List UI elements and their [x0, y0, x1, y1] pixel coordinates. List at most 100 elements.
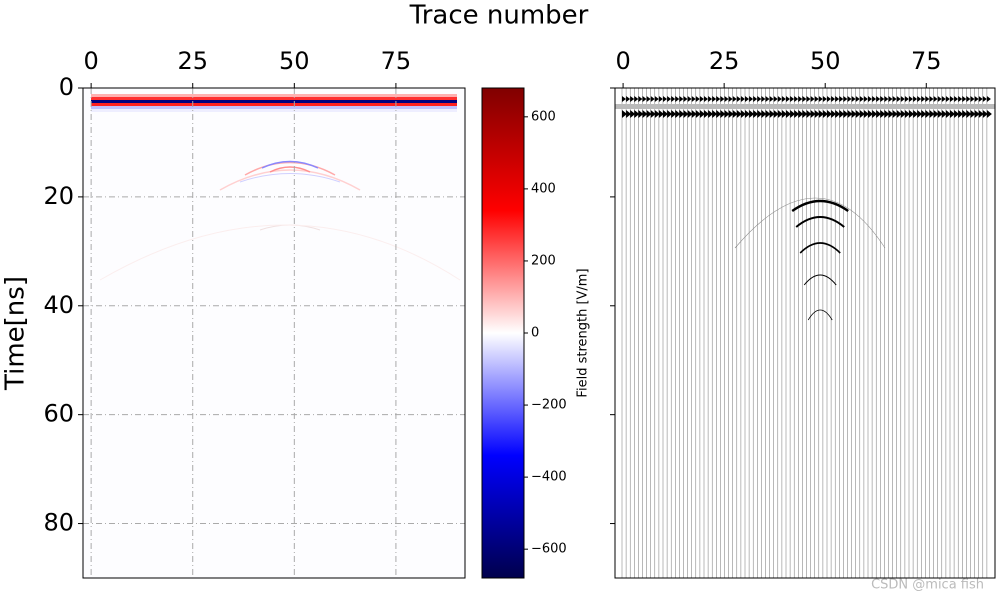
trace-wiggle [683, 96, 689, 118]
trace-wiggle [675, 96, 681, 118]
trace-wiggle [724, 96, 730, 118]
trace-wiggle [740, 96, 746, 118]
colorbar-tick-label: 200 [531, 253, 556, 268]
trace-wiggle [868, 96, 873, 118]
trace-wiggle [777, 96, 783, 118]
x-tick-label: 50 [810, 47, 841, 75]
trace-wiggle [974, 96, 980, 118]
colorbar-tick-label: −600 [531, 542, 567, 557]
colorbar [482, 88, 524, 578]
colorbar-tick-label: −200 [531, 398, 567, 413]
trace-wiggle [749, 96, 755, 118]
y-tick-label: 20 [43, 182, 74, 210]
trace-wiggle [929, 96, 935, 118]
trace-wiggle [978, 96, 984, 118]
colorbar-tick-label: 0 [531, 326, 539, 341]
trace-wiggle [757, 96, 763, 118]
trace-wiggle [876, 96, 882, 118]
trace-wiggle [880, 96, 886, 118]
y-tick-label: 80 [43, 509, 74, 537]
trace-wiggle [781, 96, 787, 118]
trace-wiggle [847, 96, 853, 118]
heatmap-image [83, 88, 465, 578]
trace-wiggle [839, 96, 845, 118]
trace-wiggle [954, 96, 960, 118]
trace-wiggle [790, 96, 796, 118]
trace-wiggle [654, 96, 660, 118]
trace-wiggle [794, 96, 800, 118]
trace-wiggle [925, 96, 931, 118]
trace-wiggle [986, 96, 992, 118]
trace-wiggle [933, 96, 939, 118]
trace-wiggle [667, 96, 673, 118]
x-tick-label: 75 [381, 47, 412, 75]
x-tick-label: 25 [709, 47, 740, 75]
trace-wiggle [945, 96, 951, 118]
watermark: CSDN @mica fish [871, 578, 984, 593]
wiggle-feature [795, 216, 845, 228]
trace-wiggle [892, 96, 898, 118]
trace-wiggle [982, 96, 988, 118]
trace-wiggle [626, 96, 632, 118]
colorbar-tick-label: −400 [531, 470, 567, 485]
trace-wiggle [769, 96, 775, 118]
colorbar-label: Field strength [V/m] [576, 268, 591, 397]
trace-wiggle [646, 96, 652, 118]
trace-wiggle [798, 96, 804, 118]
trace-wiggle [716, 96, 722, 118]
trace-wiggle [884, 96, 890, 118]
trace-wiggle [732, 96, 738, 118]
y-tick-label: 0 [59, 73, 74, 101]
trace-wiggle [966, 96, 972, 118]
trace-wiggle [679, 96, 685, 118]
wiggle-traces [615, 88, 995, 578]
trace-wiggle [962, 96, 968, 118]
trace-wiggle [695, 96, 701, 118]
trace-wiggle [806, 96, 812, 118]
trace-wiggle [786, 96, 791, 118]
trace-wiggle [904, 96, 910, 118]
trace-wiggle [622, 96, 627, 118]
trace-wiggle [810, 96, 816, 118]
trace-wiggle [900, 96, 906, 118]
trace-wiggle [638, 96, 644, 118]
trace-wiggle [671, 96, 677, 118]
trace-wiggle [827, 96, 832, 118]
colorbar-tick-label: 600 [531, 109, 556, 124]
trace-wiggle [921, 96, 927, 118]
trace-wiggle [917, 96, 923, 118]
trace-wiggle [704, 96, 709, 118]
trace-wiggle [831, 96, 837, 118]
y-axis-label: Time[ns] [1, 276, 31, 391]
wiggle-feature [799, 242, 841, 254]
trace-wiggle [728, 96, 734, 118]
trace-wiggle [909, 96, 914, 118]
trace-wiggle [765, 96, 771, 118]
trace-wiggle [720, 96, 726, 118]
trace-wiggle [818, 96, 824, 118]
trace-wiggle [650, 96, 656, 118]
trace-wiggle [835, 96, 841, 118]
trace-wiggle [691, 96, 697, 118]
trace-wiggle [663, 96, 668, 118]
trace-wiggle [708, 96, 714, 118]
trace-wiggle [658, 96, 664, 118]
trace-wiggle [913, 96, 919, 118]
trace-wiggle [630, 96, 636, 118]
figure-title: Trace number [409, 1, 589, 31]
trace-wiggle [950, 96, 955, 118]
plot-frame [82, 87, 466, 579]
y-tick-label: 40 [43, 291, 74, 319]
x-tick-label: 50 [279, 47, 310, 75]
trace-wiggle [761, 96, 767, 118]
trace-wiggle [872, 96, 878, 118]
trace-wiggle [851, 96, 857, 118]
wiggle-feature [807, 309, 833, 321]
x-tick-label: 0 [83, 47, 98, 75]
trace-wiggle [745, 96, 750, 118]
trace-wiggle [958, 96, 964, 118]
wiggle-hyperbola [734, 197, 886, 249]
colorbar-tick-label: 400 [531, 181, 556, 196]
trace-wiggle [687, 96, 693, 118]
